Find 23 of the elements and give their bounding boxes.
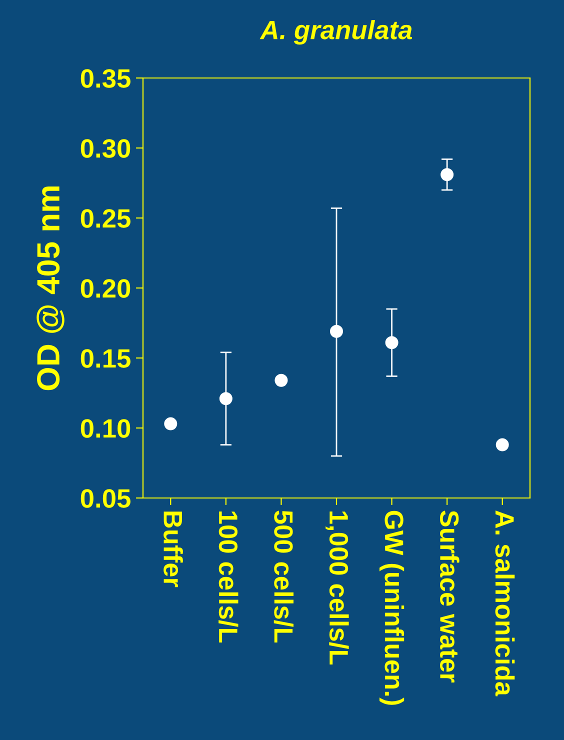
y-tick-label: 0.20 (80, 279, 130, 298)
point (274, 374, 288, 387)
x-tick-label: Surface water (440, 510, 460, 682)
chart-title: A. granulata (260, 20, 412, 45)
point (385, 336, 398, 350)
y-tick-label: 0.25 (80, 209, 130, 228)
y-tick-label: 0.10 (80, 419, 130, 438)
x-tick-label: 500 cells/L (274, 510, 294, 642)
x-tick-label: 1,000 cells/L (326, 511, 349, 665)
point (164, 417, 178, 430)
point (219, 392, 232, 406)
y-tick-label: 0.35 (80, 69, 130, 88)
point (440, 168, 454, 182)
x-tick-label: GW (uninfluen.) (379, 510, 404, 705)
y-tick-label: 0.30 (80, 139, 130, 158)
y-tick-label: 0.05 (80, 489, 130, 508)
point (330, 324, 344, 338)
x-tick-label: Buffer (164, 512, 183, 588)
x-tick-label: 100 cells/L (218, 511, 238, 642)
y-axis-title: OD @ 405 nm (36, 186, 64, 390)
y-tick-label: 0.15 (80, 349, 130, 368)
x-tick-label: A. salmonicida (495, 510, 515, 696)
point (496, 438, 509, 452)
